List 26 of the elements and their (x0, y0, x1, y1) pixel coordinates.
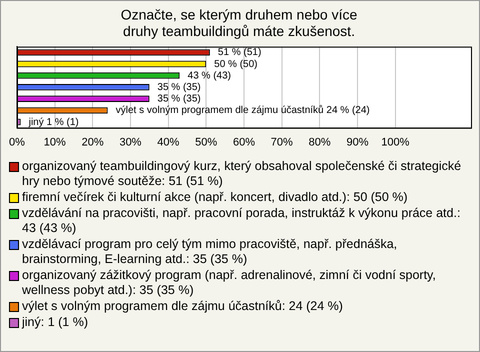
x-tick-label: 0% (8, 136, 26, 148)
chart-title: Označte, se kterým druhem nebo více druhy teambuildingů máte zkušenost. (120, 6, 358, 40)
x-tick-label: 90% (346, 136, 369, 148)
data-label: 43 % (43) (188, 70, 232, 82)
data-label: 35 % (35) (157, 94, 201, 105)
x-tick-label: 100% (381, 136, 410, 148)
x-tick-label: 20% (82, 136, 104, 148)
legend-label: organizovaný teambuildingový kurz, který obsahoval společenské či strategické hry nebo týmové soutěže: 51 (51 %) (22, 159, 462, 189)
legend-label: jiný: 1 (1 %) (22, 315, 88, 330)
data-label: výlet s volným programem dle zájmu účastníků 24 % (24) (116, 104, 370, 116)
data-label: 35 % (35) (157, 82, 201, 93)
legend-label: firemní večírek či kulturní akce (např. koncert, divadlo atd.): 50 (50 %) (22, 190, 408, 205)
legend-label: výlet s volným programem dle zájmu účastníků: 24 (24 %) (22, 299, 343, 314)
x-tick-label: 60% (232, 136, 256, 148)
x-tick-label: 80% (308, 136, 331, 148)
x-tick-label: 30% (119, 136, 142, 148)
data-label: 50 % (50) (214, 58, 258, 70)
legend-label: organizovaný zážitkový program (např. adrenalinové, zimní či vodní sporty, wellness pobyt atd.): 35 (35 %) (22, 268, 437, 298)
x-tick-label: 40% (157, 136, 180, 148)
legend-label: vzdělávání na pracovišti, např. pracovní porada, instruktáž k výkonu práce atd.: 43 (43 %) (22, 206, 462, 236)
x-tick-label: 50% (195, 136, 218, 148)
x-tick-label: 70% (270, 136, 294, 148)
data-label: jiný 1 % (1) (28, 116, 79, 128)
legend-label: vzdělávací program pro celý tým mimo pracoviště, např. přednáška, brainstorming, E-learning atd.: 35 (35 %) (22, 237, 398, 267)
data-label: 51 % (51) (218, 47, 262, 58)
x-tick-label: 10% (44, 136, 66, 148)
